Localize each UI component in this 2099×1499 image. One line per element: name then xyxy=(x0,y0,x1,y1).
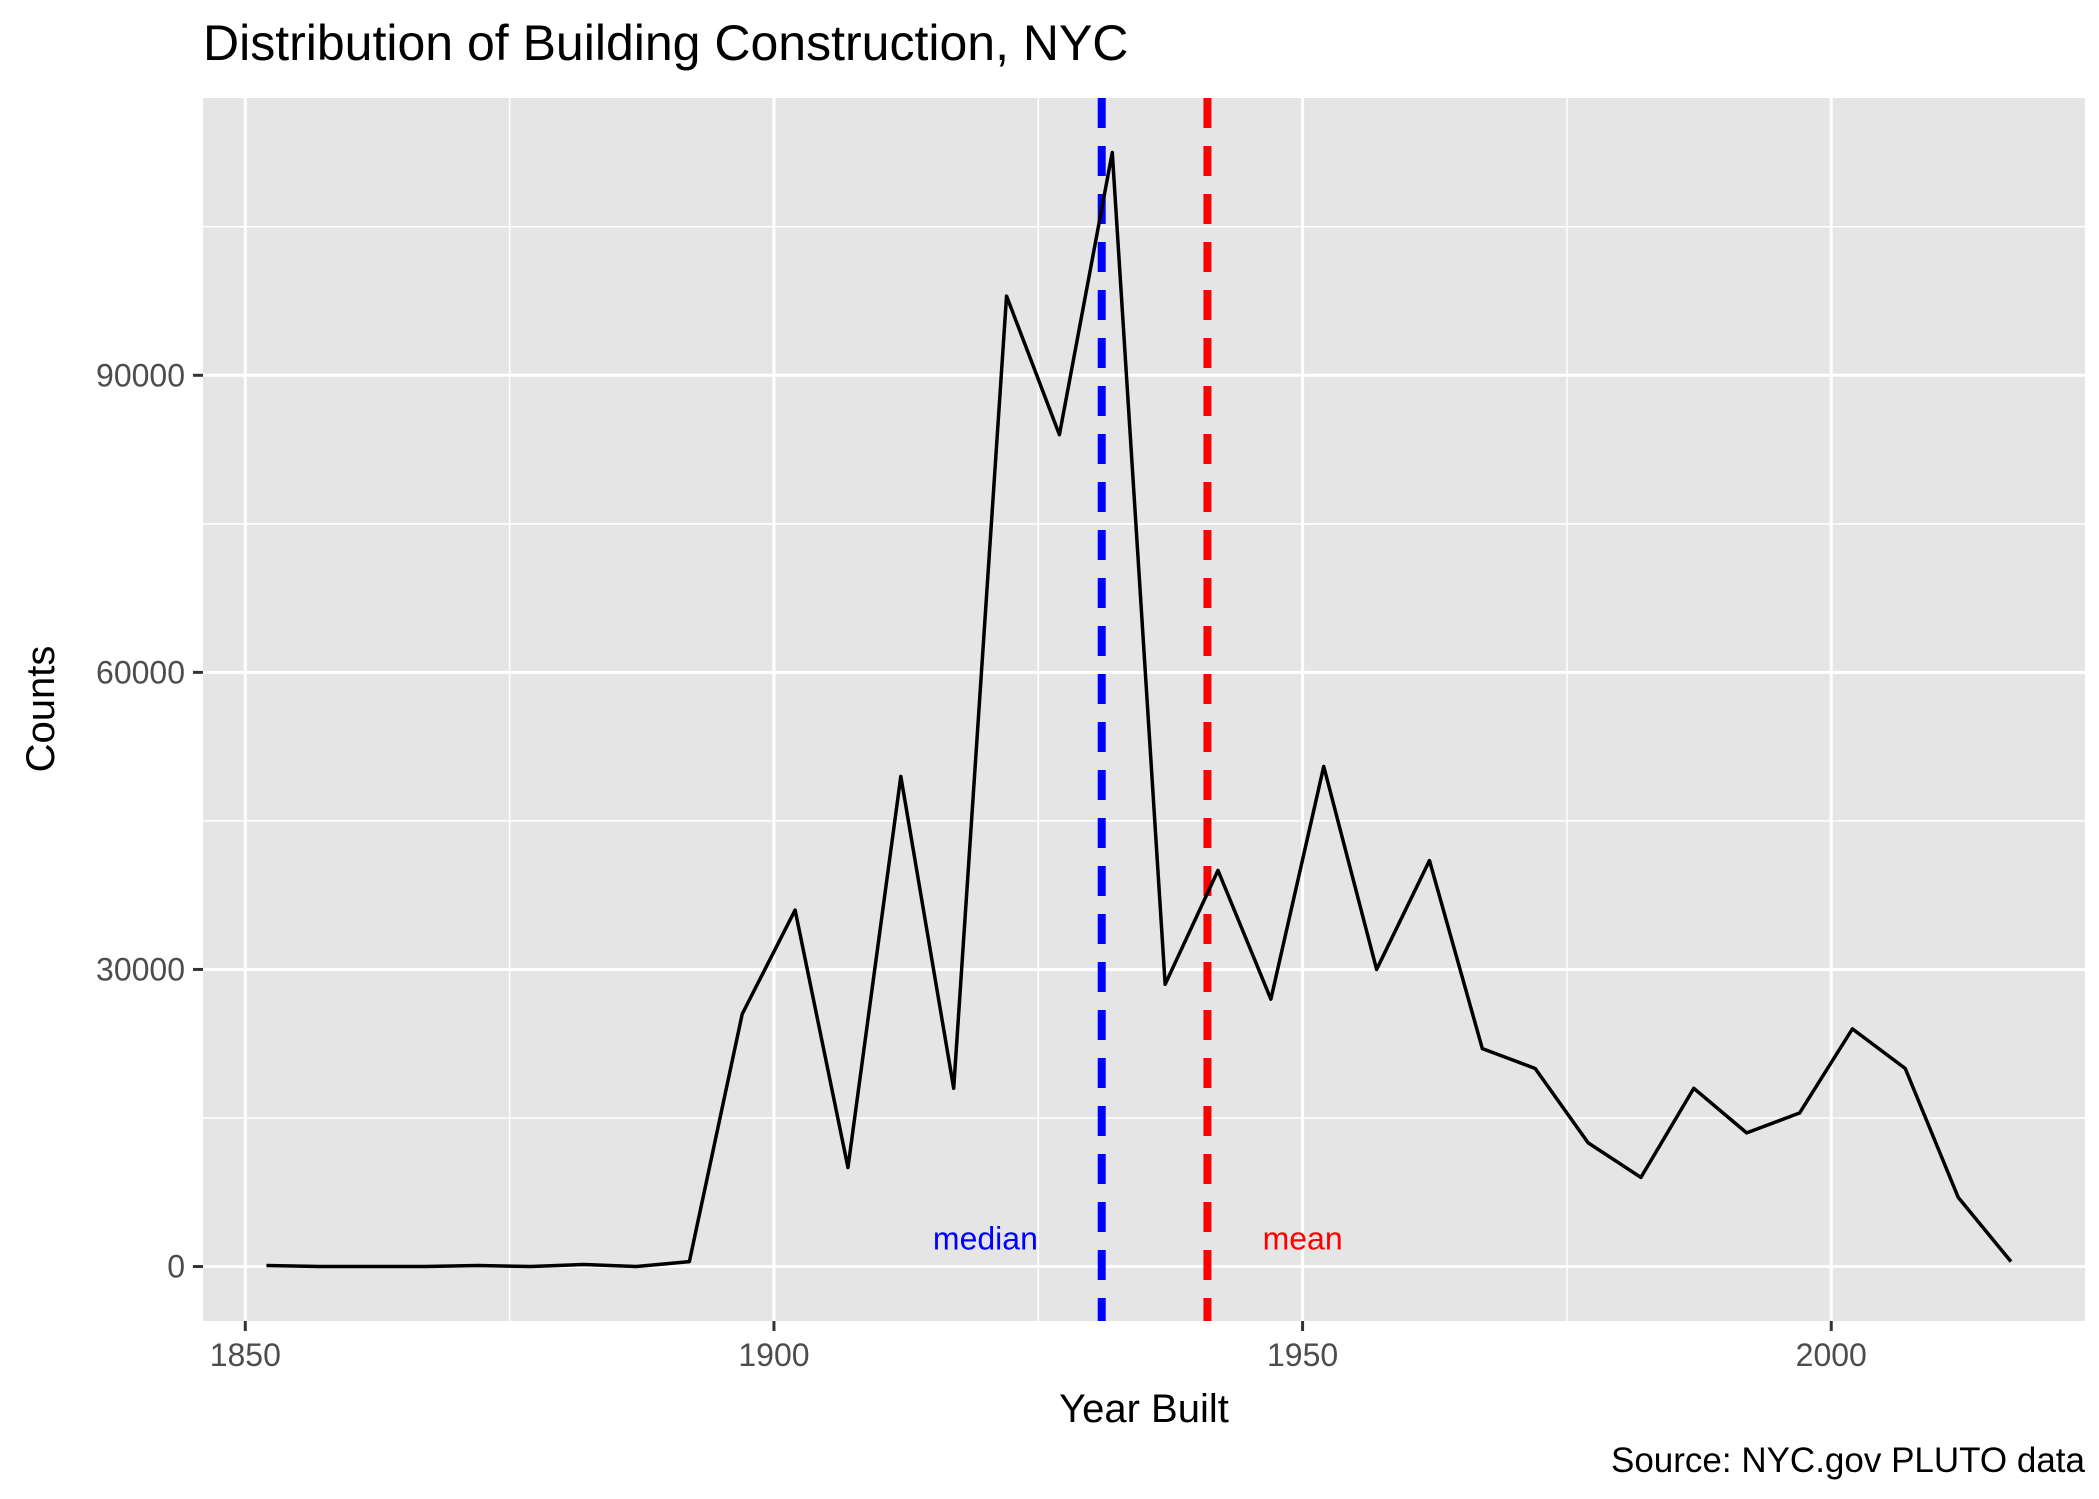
x-axis-title: Year Built xyxy=(1059,1387,1229,1431)
grid-minor xyxy=(203,98,2085,1321)
y-axis-ticks: 0 30000 60000 90000 xyxy=(96,357,203,1285)
caption: Source: NYC.gov PLUTO data xyxy=(1611,1441,2086,1480)
y-tick-label: 60000 xyxy=(96,654,185,690)
chart-title: Distribution of Building Construction, N… xyxy=(203,15,1128,71)
median-label: median xyxy=(933,1221,1038,1257)
y-tick-label: 90000 xyxy=(96,357,185,393)
annotations: median mean xyxy=(933,1221,1343,1257)
x-tick-label: 1950 xyxy=(1267,1337,1338,1373)
reference-lines xyxy=(1097,98,1212,1321)
series-line xyxy=(266,150,2013,1269)
y-axis-title: Counts xyxy=(19,646,63,773)
x-tick-label: 2000 xyxy=(1796,1337,1867,1373)
y-tick-label: 0 xyxy=(167,1249,185,1285)
x-tick-label: 1900 xyxy=(738,1337,809,1373)
y-tick-label: 30000 xyxy=(96,951,185,987)
mean-label: mean xyxy=(1263,1221,1343,1257)
x-tick-label: 1850 xyxy=(210,1337,281,1373)
plot-panel xyxy=(203,98,2085,1321)
x-axis-ticks: 1850 1900 1950 2000 xyxy=(210,1321,1867,1373)
